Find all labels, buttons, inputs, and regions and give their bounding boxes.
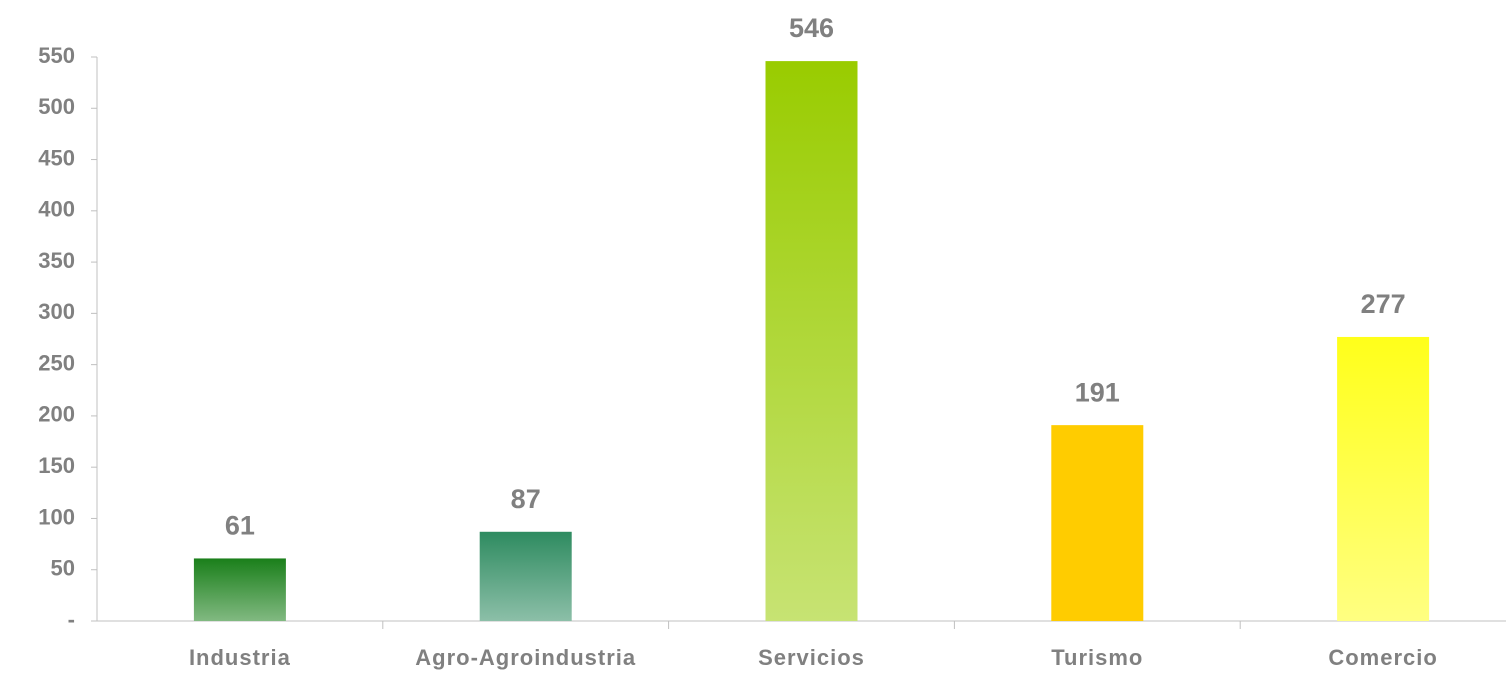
y-tick-label: 150 [38,453,75,478]
y-tick-label: - [68,607,75,632]
x-tick-label: Turismo [1051,645,1143,670]
bar [1337,336,1430,621]
y-tick-label: 300 [38,299,75,324]
y-tick-label: 350 [38,248,75,273]
y-tick-label: 250 [38,350,75,375]
y-tick-label: 550 [38,43,75,68]
value-label: 87 [511,484,541,514]
bar [765,61,858,622]
y-tick-label: 100 [38,504,75,529]
value-label: 546 [789,13,834,43]
x-tick-label: Comercio [1328,645,1437,670]
y-tick-label: 50 [51,556,75,581]
bar [1051,425,1144,621]
value-label: 191 [1075,377,1120,407]
y-tick-label: 400 [38,197,75,222]
y-tick-label: 450 [38,145,75,170]
x-tick-label: Servicios [758,645,865,670]
value-label: 61 [225,511,255,541]
bar [479,531,572,621]
bar [193,558,286,621]
y-tick-label: 500 [38,94,75,119]
y-tick-label: 200 [38,402,75,427]
x-tick-label: Industria [189,645,291,670]
value-label: 277 [1361,289,1406,319]
x-tick-label: Agro-Agroindustria [415,645,636,670]
